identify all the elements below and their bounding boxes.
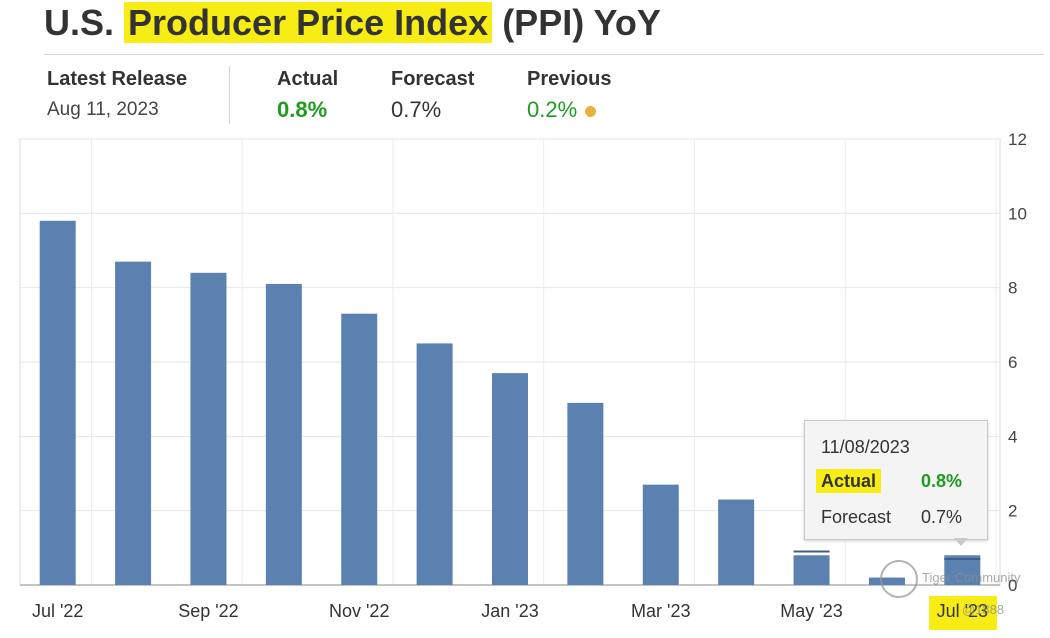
y-tick-label: 4 [1008, 427, 1017, 446]
title-prefix: U.S. [44, 2, 115, 43]
forecast-value: 0.7% [391, 97, 442, 122]
bar [341, 313, 378, 585]
xtick-highlight [929, 596, 997, 630]
y-tick-label: 2 [1008, 502, 1017, 521]
title-highlight: Producer Price Index [124, 2, 493, 43]
y-tick-label: 8 [1008, 279, 1017, 298]
title-suffix: (PPI) YoY [502, 2, 661, 43]
watermark-text: Tiger Community [922, 570, 1021, 585]
watermark: Tiger Community @1888 [880, 560, 1030, 617]
stats-divider [229, 66, 230, 124]
tiger-logo-icon [880, 560, 918, 598]
latest-release-date: Aug 11, 2023 [47, 99, 159, 120]
y-tick-label: 6 [1008, 353, 1017, 372]
y-tick-label: 0 [1008, 576, 1017, 595]
actual-label: Actual [277, 68, 339, 90]
x-tick-label: Jul '23 [937, 601, 988, 621]
bar [39, 220, 76, 585]
title-divider [44, 54, 1044, 55]
bar [492, 373, 528, 585]
x-tick-label: Jan '23 [481, 601, 538, 621]
x-tick-label: Mar '23 [631, 601, 690, 621]
tooltip-forecast-label: Forecast [821, 507, 892, 527]
tooltip-date: 11/08/2023 [821, 437, 910, 457]
latest-release-block: Latest Release Aug 11, 2023 [47, 68, 187, 121]
page-title: U.S. Producer Price Index (PPI) YoY [44, 2, 661, 44]
previous-label: Previous [527, 68, 612, 90]
tooltip-actual-value: 0.8% [921, 471, 963, 491]
bar [944, 555, 981, 585]
tooltip-pointer-icon [954, 538, 968, 546]
actual-value: 0.8% [277, 97, 328, 122]
latest-release-label: Latest Release [47, 68, 188, 90]
forecast-label: Forecast [391, 68, 475, 90]
x-tick-label: Nov '22 [329, 601, 389, 621]
bar [115, 261, 152, 585]
previous-value: 0.2% [527, 97, 578, 122]
y-tick-label: 12 [1008, 130, 1027, 149]
tooltip-forecast-value: 0.7% [921, 507, 963, 527]
tooltip-forecast-row: Forecast 0.7% [821, 507, 962, 528]
previous-block: Previous 0.2% [527, 68, 611, 123]
bar [265, 283, 302, 585]
bar [642, 484, 679, 585]
previous-status-dot-icon [585, 105, 597, 117]
previous-value-row: 0.2% [527, 97, 611, 123]
watermark-user: @1888 [962, 602, 1005, 617]
x-tick-label: Sep '22 [178, 601, 239, 621]
bar [793, 555, 830, 585]
x-tick-label: Jul '22 [32, 601, 83, 621]
forecast-block: Forecast 0.7% [391, 68, 474, 123]
bar [718, 499, 755, 585]
y-tick-label: 10 [1008, 204, 1027, 223]
chart-tooltip: 11/08/2023 Actual 0.8% Forecast 0.7% [804, 420, 988, 540]
tooltip-actual-label: Actual [816, 469, 882, 493]
x-tick-label: May '23 [780, 601, 842, 621]
tooltip-actual-row: Actual 0.8% [816, 469, 962, 493]
bar [416, 343, 453, 585]
bar [567, 402, 604, 585]
bar [190, 272, 227, 585]
actual-block: Actual 0.8% [277, 68, 338, 123]
